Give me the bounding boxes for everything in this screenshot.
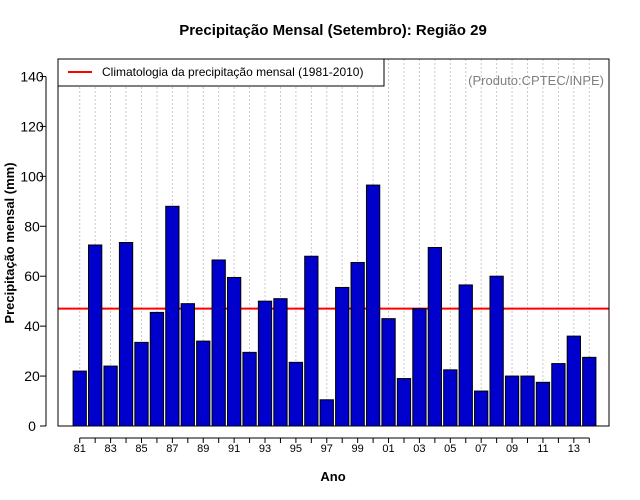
- x-tick-label: 85: [135, 443, 147, 455]
- x-tick-label: 93: [259, 443, 271, 455]
- x-tick-label: 09: [506, 443, 518, 455]
- bar-06: [458, 284, 473, 427]
- legend-box: [57, 58, 385, 87]
- x-tick-label: 89: [197, 443, 209, 455]
- bar-93: [257, 300, 273, 427]
- y-axis-label: Precipitação mensal (mm): [2, 162, 17, 323]
- bar-81: [72, 370, 87, 427]
- x-tick-label: 99: [352, 443, 364, 455]
- bar-85: [134, 341, 149, 427]
- bar-09: [504, 375, 520, 427]
- x-tick-label: 81: [74, 443, 86, 455]
- x-tick-label: 91: [228, 443, 240, 455]
- x-tick-label: 87: [166, 443, 178, 455]
- bar-02: [396, 378, 412, 427]
- bar-92: [242, 351, 257, 427]
- y-tick-label: 80: [24, 218, 40, 234]
- bars: [72, 184, 597, 427]
- x-axis-label: Ano: [320, 469, 345, 484]
- bar-87: [165, 205, 180, 427]
- bar-86: [149, 311, 165, 427]
- bar-88: [180, 303, 195, 427]
- bar-82: [88, 244, 103, 427]
- y-tick-label: 0: [28, 418, 36, 434]
- bar-98: [335, 286, 350, 427]
- y-tick-label: 140: [20, 68, 44, 84]
- bar-11: [535, 381, 551, 427]
- bar-04: [427, 246, 443, 427]
- bar-89: [196, 340, 211, 427]
- y-tick-label: 120: [20, 118, 44, 134]
- x-tick-label: 97: [321, 443, 333, 455]
- x-tick-label: 03: [413, 443, 425, 455]
- credit-text: (Produto:CPTEC/INPE): [468, 73, 604, 88]
- bar-01: [381, 318, 396, 427]
- bar-08: [489, 275, 504, 427]
- bar-14: [582, 356, 597, 427]
- bar-99: [350, 261, 365, 427]
- x-tick-label: 11: [537, 443, 548, 455]
- y-tick-label: 20: [24, 368, 40, 384]
- y-tick-label: 60: [24, 268, 40, 284]
- bar-97: [319, 399, 334, 427]
- chart-title: Precipitação Mensal (Setembro): Região 2…: [179, 22, 487, 39]
- bar-84: [118, 242, 134, 427]
- x-tick-label: 07: [475, 443, 487, 455]
- x-axis: 81 83 85 87 89 91 93 95 97 99 01 03 05 07 09 11 13: [74, 437, 590, 455]
- bar-00: [365, 184, 381, 427]
- bar-12: [551, 363, 566, 427]
- legend: Climatologia da precipitação mensal (198…: [57, 58, 385, 87]
- bar-83: [103, 365, 118, 427]
- bar-95: [288, 361, 304, 427]
- x-tick-label: 95: [290, 443, 302, 455]
- x-tick-label: 13: [568, 443, 580, 455]
- x-tick-label: 83: [104, 443, 116, 455]
- y-tick-label: 100: [20, 168, 44, 184]
- x-tick-label: 05: [444, 443, 456, 455]
- y-axis: 0 20 40 60 80 100 120 140: [20, 68, 47, 434]
- legend-label: Climatologia da precipitação mensal (198…: [102, 65, 363, 79]
- x-tick-label: 01: [382, 443, 394, 455]
- bar-90: [211, 259, 226, 427]
- bar-96: [304, 255, 319, 427]
- bar-94: [273, 298, 288, 427]
- bar-07: [474, 390, 489, 427]
- y-tick-label: 40: [24, 318, 40, 334]
- bar-05: [443, 369, 458, 427]
- bar-13: [566, 335, 581, 427]
- bar-03: [412, 308, 427, 427]
- bar-10: [520, 375, 535, 427]
- bar-91: [226, 276, 242, 427]
